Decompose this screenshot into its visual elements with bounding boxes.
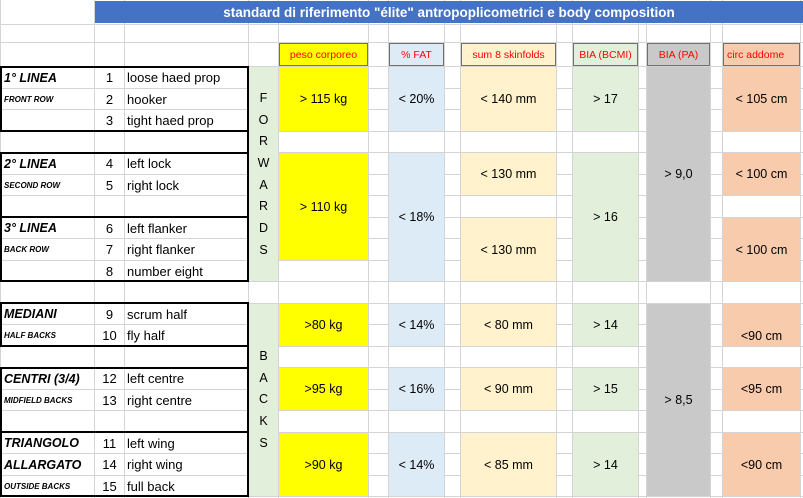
player-role: right wing — [127, 457, 183, 472]
bcmi-value: > 17 — [573, 67, 638, 131]
header-pa: BIA (PA) — [647, 43, 710, 66]
group-name: MEDIANI — [4, 307, 57, 321]
sheet-title: standard di riferimento "élite" antropop… — [95, 1, 803, 23]
section-letter: F — [259, 91, 268, 105]
player-role: left wing — [127, 435, 175, 451]
group-subtitle: SECOND ROW — [4, 180, 60, 190]
header-peso: peso corporeo — [279, 43, 368, 66]
header-circ: circ addome — [723, 43, 800, 66]
skinfolds-value: < 90 mm — [461, 368, 556, 410]
pa-value: > 8,5 — [647, 304, 710, 496]
section-letter: O — [258, 112, 269, 127]
group-subtitle: HALF BACKS — [4, 331, 56, 340]
section-letter: B — [259, 349, 268, 363]
section-backs-label: B A C K S — [249, 304, 278, 496]
peso-value: > 110 kg — [279, 153, 368, 260]
group-subtitle: BACK ROW — [4, 245, 49, 254]
circ-value: <90 cm — [723, 304, 800, 346]
section-letter: S — [259, 242, 268, 257]
player-number: 6 — [105, 220, 114, 236]
group-name-line2: ALLARGATO — [4, 457, 82, 472]
player-role: loose haed prop — [127, 70, 221, 85]
group-subtitle: FRONT ROW — [4, 94, 54, 104]
bcmi-value: > 16 — [573, 153, 638, 281]
player-number: 15 — [102, 478, 117, 494]
player-number: 12 — [102, 371, 117, 386]
peso-value: >95 kg — [279, 368, 368, 410]
player-role: hooker — [127, 91, 167, 107]
player-role: right flanker — [127, 242, 195, 257]
player-number: 14 — [102, 457, 117, 472]
group-subtitle: OUTSIDE BACKS — [4, 481, 71, 491]
player-role: tight haed prop — [127, 113, 214, 128]
circ-value: <95 cm — [723, 368, 800, 410]
fat-value: < 14% — [389, 304, 444, 346]
fat-value: < 14% — [389, 433, 444, 496]
player-number: 5 — [105, 177, 114, 193]
player-number: 11 — [102, 435, 117, 451]
circ-value: < 100 cm — [723, 153, 800, 195]
peso-value: >80 kg — [279, 304, 368, 346]
player-role: right lock — [127, 177, 180, 193]
skinfolds-value: < 85 mm — [461, 433, 556, 496]
player-role: fly half — [127, 328, 165, 343]
section-forwards-label: F O R W A R D S — [249, 67, 278, 281]
player-role: left centre — [127, 371, 185, 386]
peso-value: >90 kg — [279, 433, 368, 496]
skinfolds-value: < 130 mm — [461, 153, 556, 195]
player-number: 8 — [105, 263, 114, 279]
fat-value: < 20% — [389, 67, 444, 131]
group-name: 3° LINEA — [4, 221, 57, 235]
player-number: 7 — [105, 242, 114, 257]
section-letter: K — [259, 414, 268, 429]
section-letter: R — [258, 199, 269, 214]
player-role: left lock — [127, 156, 172, 171]
header-skinfolds: sum 8 skinfolds — [461, 43, 556, 66]
header-fat: % FAT — [389, 43, 444, 66]
section-letter: R — [258, 134, 269, 149]
section-letter: W — [257, 156, 270, 171]
skinfolds-value: < 140 mm — [461, 67, 556, 131]
section-letter: A — [259, 177, 268, 192]
section-letter: C — [258, 392, 269, 407]
circ-value: < 105 cm — [723, 67, 800, 131]
player-role: right centre — [127, 392, 193, 408]
bcmi-value: > 14 — [573, 304, 638, 346]
player-number: 10 — [102, 328, 117, 343]
player-number: 3 — [105, 113, 114, 128]
skinfolds-value: < 130 mm — [461, 218, 556, 281]
player-role: left flanker — [127, 220, 187, 236]
section-letter: D — [258, 221, 269, 236]
bcmi-value: > 14 — [573, 433, 638, 496]
group-name: 1° LINEA — [4, 70, 57, 85]
player-role: full back — [127, 478, 175, 494]
skinfolds-value: < 80 mm — [461, 304, 556, 346]
circ-value: <90 cm — [723, 433, 800, 496]
group-subtitle: MIDFIELD BACKS — [4, 395, 73, 405]
player-number: 13 — [102, 392, 117, 408]
pa-value: > 9,0 — [647, 67, 710, 281]
group-name: TRIANGOLO — [4, 436, 79, 450]
player-role: number eight — [127, 263, 203, 279]
fat-value: < 16% — [389, 368, 444, 410]
player-number: 4 — [105, 156, 114, 171]
fat-value: < 18% — [389, 153, 444, 281]
group-name: 2° LINEA — [4, 156, 57, 171]
group-name: CENTRI (3/4) — [4, 371, 80, 386]
player-number: 2 — [105, 91, 114, 107]
section-letter: S — [259, 435, 268, 450]
player-number: 9 — [105, 306, 114, 322]
bcmi-value: > 15 — [573, 368, 638, 410]
header-bcmi: BIA (BCMI) — [573, 43, 638, 66]
player-number: 1 — [105, 70, 114, 85]
circ-value: < 100 cm — [723, 218, 800, 281]
section-letter: A — [259, 370, 268, 385]
player-role: scrum half — [127, 306, 187, 322]
peso-value: > 115 kg — [279, 67, 368, 131]
